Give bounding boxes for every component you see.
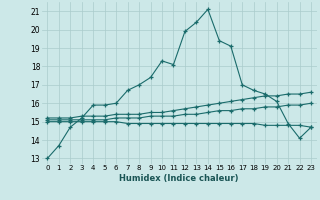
X-axis label: Humidex (Indice chaleur): Humidex (Indice chaleur) [119, 174, 239, 183]
